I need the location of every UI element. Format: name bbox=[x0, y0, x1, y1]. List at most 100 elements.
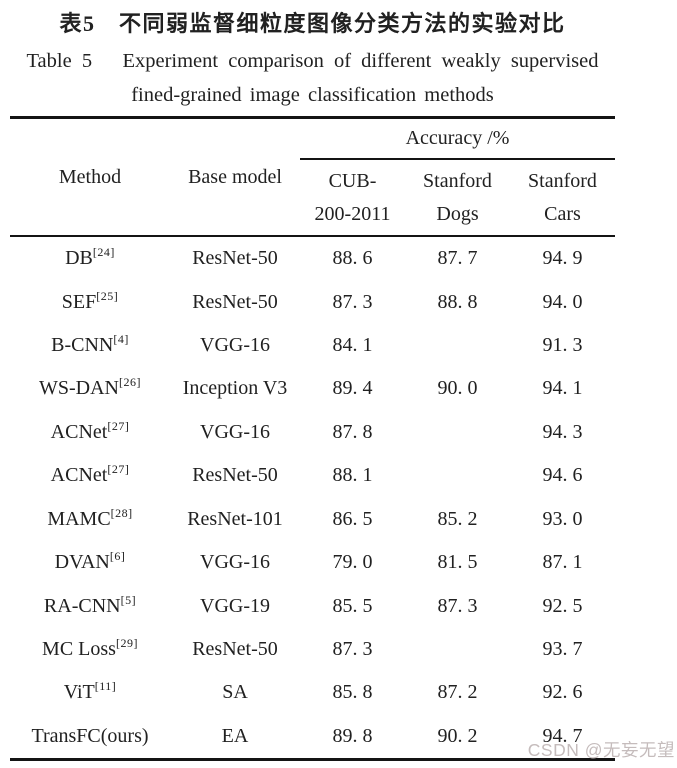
method-name: MAMC bbox=[47, 507, 111, 530]
method-cell: ACNet[27] bbox=[10, 418, 170, 444]
table-content: 表5 不同弱监督细粒度图像分类方法的实验对比 Table 5 Experimen… bbox=[10, 0, 615, 761]
method-cell: B-CNN[4] bbox=[10, 332, 170, 357]
column-header-cub-line2: 200-2011 bbox=[314, 203, 391, 225]
method-cell: WS-DAN[26] bbox=[10, 375, 170, 400]
column-header-stanford-dogs: Stanford Dogs bbox=[405, 165, 510, 231]
method-ref: [29] bbox=[115, 636, 138, 650]
method-ref: [26] bbox=[119, 375, 141, 390]
cub-accuracy-cell: 85. 5 bbox=[332, 594, 373, 617]
cars-accuracy-cell: 94. 7 bbox=[542, 724, 583, 747]
table-row: SEF[25] ResNet-50 87. 3 88. 8 94. 0 bbox=[10, 280, 615, 323]
method-name: ViT bbox=[63, 681, 95, 704]
method-name: WS-DAN bbox=[39, 377, 119, 400]
table-header-rule bbox=[10, 235, 615, 237]
dogs-accuracy-cell: 88. 8 bbox=[437, 290, 478, 313]
table-bottom-rule bbox=[10, 758, 615, 761]
base-model-cell: ResNet-50 bbox=[192, 638, 278, 660]
cars-accuracy-cell: 92. 5 bbox=[542, 594, 583, 617]
accuracy-subcolumns: CUB- 200-2011 Stanford Dogs Stanford Car… bbox=[300, 160, 615, 231]
method-ref: [11] bbox=[94, 679, 117, 694]
base-model-cell: ResNet-50 bbox=[192, 247, 278, 270]
cub-accuracy-cell: 87. 3 bbox=[332, 290, 373, 313]
column-header-dogs-line2: Dogs bbox=[436, 203, 479, 225]
cub-accuracy-cell: 79. 0 bbox=[332, 551, 373, 574]
cars-accuracy-cell: 93. 0 bbox=[542, 507, 583, 530]
method-name: SEF bbox=[61, 290, 97, 313]
cub-accuracy-cell: 84. 1 bbox=[332, 334, 373, 357]
dogs-accuracy-cell: 81. 5 bbox=[437, 551, 478, 574]
table-header: Method Base model Accuracy /% CUB- 200-2… bbox=[10, 119, 615, 235]
method-ref: [5] bbox=[120, 592, 137, 607]
table-caption-en-line1: Table 5 Experiment comparison of differe… bbox=[26, 50, 599, 72]
accuracy-group-header: Accuracy /% CUB- 200-2011 Stanford Dogs … bbox=[300, 119, 615, 235]
column-header-dogs-line1: Stanford bbox=[423, 170, 492, 192]
table-row: MC Loss[29] ResNet-50 87. 3 93. 7 bbox=[10, 628, 615, 671]
column-header-cars-line2: Cars bbox=[544, 203, 581, 225]
cub-accuracy-cell: 87. 3 bbox=[332, 638, 373, 660]
table-row: ViT[11] SA 85. 8 87. 2 92. 6 bbox=[10, 671, 615, 714]
cars-accuracy-cell: 94. 6 bbox=[542, 464, 583, 487]
table-row: WS-DAN[26] Inception V3 89. 4 90. 0 94. … bbox=[10, 367, 615, 410]
base-model-cell: SA bbox=[222, 681, 248, 704]
cars-accuracy-cell: 94. 9 bbox=[542, 247, 583, 270]
cub-accuracy-cell: 89. 4 bbox=[332, 377, 373, 400]
method-cell: MAMC[28] bbox=[10, 506, 170, 531]
base-model-cell: VGG-16 bbox=[200, 420, 270, 443]
column-header-method: Method bbox=[58, 165, 122, 188]
dogs-accuracy-cell: 87. 3 bbox=[437, 594, 478, 617]
cub-accuracy-cell: 85. 8 bbox=[332, 681, 373, 704]
base-model-cell: ResNet-50 bbox=[192, 290, 278, 313]
method-ref: [27] bbox=[107, 418, 130, 433]
table-row: RA-CNN[5] VGG-19 85. 5 87. 3 92. 5 bbox=[10, 584, 615, 627]
cars-accuracy-cell: 94. 1 bbox=[542, 377, 583, 400]
cars-accuracy-cell: 92. 6 bbox=[542, 681, 583, 704]
csdn-watermark: CSDN @无妄无望 bbox=[527, 740, 675, 760]
table-row: ACNet[27] ResNet-50 88. 1 94. 6 bbox=[10, 454, 615, 497]
dogs-accuracy-cell: 85. 2 bbox=[437, 507, 478, 530]
cars-accuracy-cell: 91. 3 bbox=[542, 334, 583, 357]
base-model-cell: EA bbox=[221, 724, 249, 747]
table-row: ACNet[27] VGG-16 87. 8 94. 3 bbox=[10, 411, 615, 454]
method-name: DB bbox=[65, 247, 93, 270]
base-model-cell: ResNet-50 bbox=[192, 464, 278, 487]
base-model-cell: VGG-16 bbox=[200, 334, 270, 357]
accuracy-group-label: Accuracy /% bbox=[405, 127, 510, 149]
method-cell: DVAN[6] bbox=[10, 549, 170, 574]
table-top-rule bbox=[10, 116, 615, 119]
method-name: B-CNN bbox=[51, 334, 114, 357]
table-row: DB[24] ResNet-50 88. 6 87. 7 94. 9 bbox=[10, 237, 615, 280]
column-header-cub: CUB- 200-2011 bbox=[300, 165, 405, 231]
cars-accuracy-cell: 93. 7 bbox=[542, 638, 583, 660]
cub-accuracy-cell: 87. 8 bbox=[332, 420, 373, 443]
accuracy-group-rule bbox=[300, 158, 615, 160]
table-caption-zh: 表5 不同弱监督细粒度图像分类方法的实验对比 bbox=[59, 11, 566, 36]
base-model-cell: VGG-16 bbox=[200, 551, 270, 574]
column-header-base-model: Base model bbox=[188, 165, 282, 188]
table-caption-en-line2: fined-grained image classification metho… bbox=[131, 84, 494, 106]
cub-accuracy-cell: 86. 5 bbox=[332, 507, 373, 530]
cars-accuracy-cell: 87. 1 bbox=[542, 551, 583, 574]
column-header-stanford-cars: Stanford Cars bbox=[510, 165, 615, 231]
method-ref: [4] bbox=[113, 332, 129, 347]
table-row: MAMC[28] ResNet-101 86. 5 85. 2 93. 0 bbox=[10, 498, 615, 541]
table-row: B-CNN[4] VGG-16 84. 1 91. 3 bbox=[10, 324, 615, 367]
method-name: MC Loss bbox=[42, 638, 116, 660]
dogs-accuracy-cell: 87. 7 bbox=[437, 247, 478, 270]
method-ref: [6] bbox=[109, 549, 126, 564]
method-cell: ACNet[27] bbox=[10, 462, 170, 487]
table-row: TransFC(ours) EA 89. 8 90. 2 94. 7 bbox=[10, 715, 615, 758]
dogs-accuracy-cell: 87. 2 bbox=[437, 681, 478, 704]
base-model-cell: Inception V3 bbox=[182, 377, 288, 400]
method-cell: DB[24] bbox=[10, 245, 170, 270]
method-cell: RA-CNN[5] bbox=[10, 592, 170, 618]
table-row: DVAN[6] VGG-16 79. 0 81. 5 87. 1 bbox=[10, 541, 615, 584]
method-ref: [24] bbox=[92, 245, 115, 260]
table-body: DB[24] ResNet-50 88. 6 87. 7 94. 9 SEF[2… bbox=[10, 237, 615, 758]
method-name: ACNet bbox=[50, 464, 108, 487]
dogs-accuracy-cell: 90. 0 bbox=[437, 377, 478, 400]
cub-accuracy-cell: 88. 6 bbox=[332, 247, 373, 270]
method-ref: [25] bbox=[96, 288, 119, 303]
cub-accuracy-cell: 89. 8 bbox=[332, 724, 373, 747]
method-cell: SEF[25] bbox=[10, 288, 170, 314]
